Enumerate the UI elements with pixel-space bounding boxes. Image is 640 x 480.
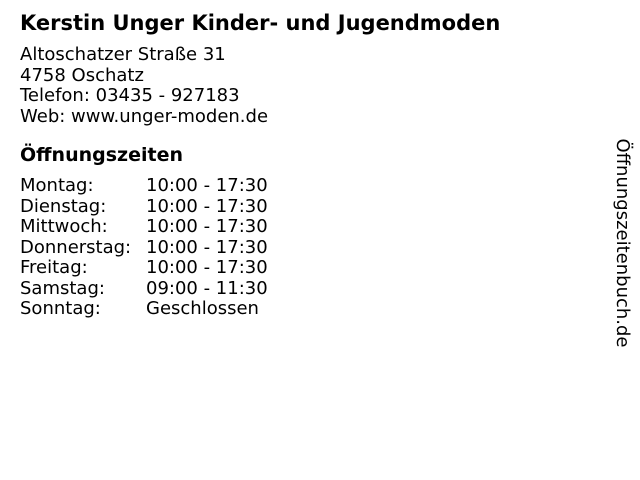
phone-line: Telefon: 03435 - 927183 <box>20 85 500 107</box>
hours-row-samstag: Samstag: 09:00 - 11:30 <box>20 277 500 300</box>
day-label: Mittwoch: <box>20 216 108 237</box>
address-block: Altoschatzer Straße 31 4758 Oschatz Tele… <box>20 44 500 128</box>
opening-hours-heading: Öffnungszeiten <box>20 144 183 166</box>
day-label: Freitag: <box>20 257 88 278</box>
day-label: Dienstag: <box>20 195 107 217</box>
website-url: www.unger-moden.de <box>71 105 269 127</box>
street-address: Altoschatzer Straße 31 <box>20 44 226 65</box>
hours-row-donnerstag: Donnerstag: 10:00 - 17:30 <box>20 236 500 259</box>
day-label: Samstag: <box>20 277 105 299</box>
time-value: 10:00 - 17:30 <box>146 257 268 278</box>
business-card: Kerstin Unger Kinder- und Jugendmoden Al… <box>20 11 500 320</box>
web-line: Web: www.unger-moden.de <box>20 105 500 128</box>
site-watermark-vertical: Öffnungszeitenbuch.de <box>612 138 633 348</box>
phone-number: 03435 - 927183 <box>95 85 240 106</box>
day-label: Montag: <box>20 175 94 196</box>
phone-label: Telefon: <box>20 85 90 106</box>
time-value: 10:00 - 17:30 <box>146 175 268 196</box>
hours-row-dienstag: Dienstag: 10:00 - 17:30 <box>20 195 500 218</box>
hours-row-mittwoch: Mittwoch: 10:00 - 17:30 <box>20 216 500 238</box>
business-name: Kerstin Unger Kinder- und Jugendmoden <box>20 11 501 35</box>
web-label: Web: <box>20 105 66 127</box>
time-value: Geschlossen <box>146 298 259 319</box>
time-value: 09:00 - 11:30 <box>146 277 268 299</box>
day-label: Sonntag: <box>20 298 101 319</box>
time-value: 10:00 - 17:30 <box>146 236 268 258</box>
hours-row-freitag: Freitag: 10:00 - 17:30 <box>20 257 500 279</box>
hours-row-montag: Montag: 10:00 - 17:30 <box>20 175 500 197</box>
opening-hours-table: Montag: 10:00 - 17:30 Dienstag: 10:00 - … <box>20 175 500 320</box>
time-value: 10:00 - 17:30 <box>146 216 268 237</box>
hours-row-sonntag: Sonntag: Geschlossen <box>20 298 500 320</box>
time-value: 10:00 - 17:30 <box>146 195 268 217</box>
day-label: Donnerstag: <box>20 236 132 258</box>
postal-city: 4758 Oschatz <box>20 64 144 86</box>
